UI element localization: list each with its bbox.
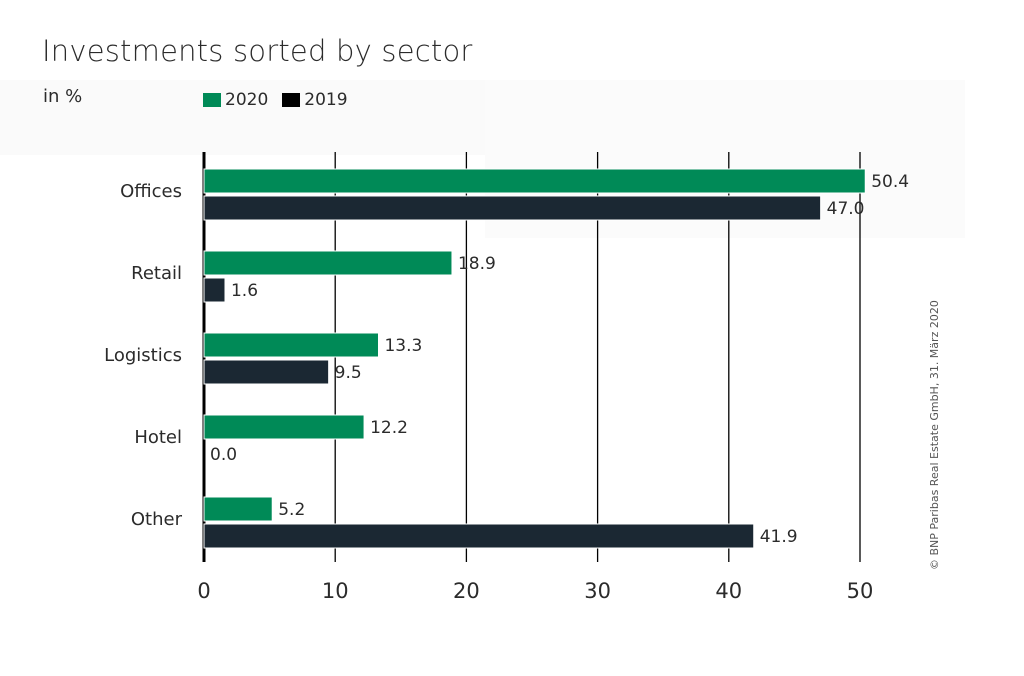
- category-label: Other: [131, 509, 183, 530]
- legend-item-2019: 2019: [282, 90, 348, 110]
- data-label-2020: 50.4: [871, 172, 909, 192]
- x-tick-label: 10: [322, 579, 349, 603]
- legend-label-2019: 2019: [304, 90, 348, 110]
- bar-2020: [203, 496, 273, 522]
- x-tick-label: 30: [584, 579, 611, 603]
- data-label-2019: 0.0: [210, 445, 237, 465]
- bar-2019: [203, 523, 755, 549]
- x-tick-label: 40: [715, 579, 742, 603]
- bar-2019: [203, 359, 330, 385]
- category-label: Hotel: [134, 427, 182, 448]
- legend-swatch-2019: [282, 93, 301, 107]
- bar-2019: [203, 277, 226, 303]
- category-label: Retail: [131, 263, 182, 284]
- unit-label: in %: [43, 86, 83, 107]
- chart-title: Investments sorted by sector: [42, 34, 473, 68]
- x-tick-label: 0: [197, 579, 210, 603]
- data-label-2019: 9.5: [335, 363, 362, 383]
- data-label-2019: 47.0: [827, 199, 865, 219]
- data-label-2020: 12.2: [370, 418, 408, 438]
- bar-2020: [203, 250, 453, 276]
- copyright-credit: © BNP Paribas Real Estate GmbH, 31. März…: [928, 300, 941, 570]
- legend: 2020 2019: [203, 90, 362, 110]
- data-label-2020: 18.9: [458, 254, 496, 274]
- bar-2020: [203, 168, 866, 194]
- data-label-2020: 5.2: [278, 500, 305, 520]
- category-label: Logistics: [104, 345, 182, 366]
- legend-label-2020: 2020: [225, 90, 269, 110]
- legend-swatch-2020: [203, 93, 221, 107]
- bar-2019: [203, 195, 822, 221]
- data-label-2019: 41.9: [760, 527, 798, 547]
- category-label: Offices: [120, 181, 182, 202]
- data-label-2020: 13.3: [384, 336, 422, 356]
- data-label-2019: 1.6: [231, 281, 258, 301]
- bar-2020: [203, 414, 365, 440]
- x-tick-label: 50: [847, 579, 874, 603]
- legend-item-2020: 2020: [203, 90, 268, 110]
- bar-2020: [203, 332, 379, 358]
- x-tick-label: 20: [453, 579, 480, 603]
